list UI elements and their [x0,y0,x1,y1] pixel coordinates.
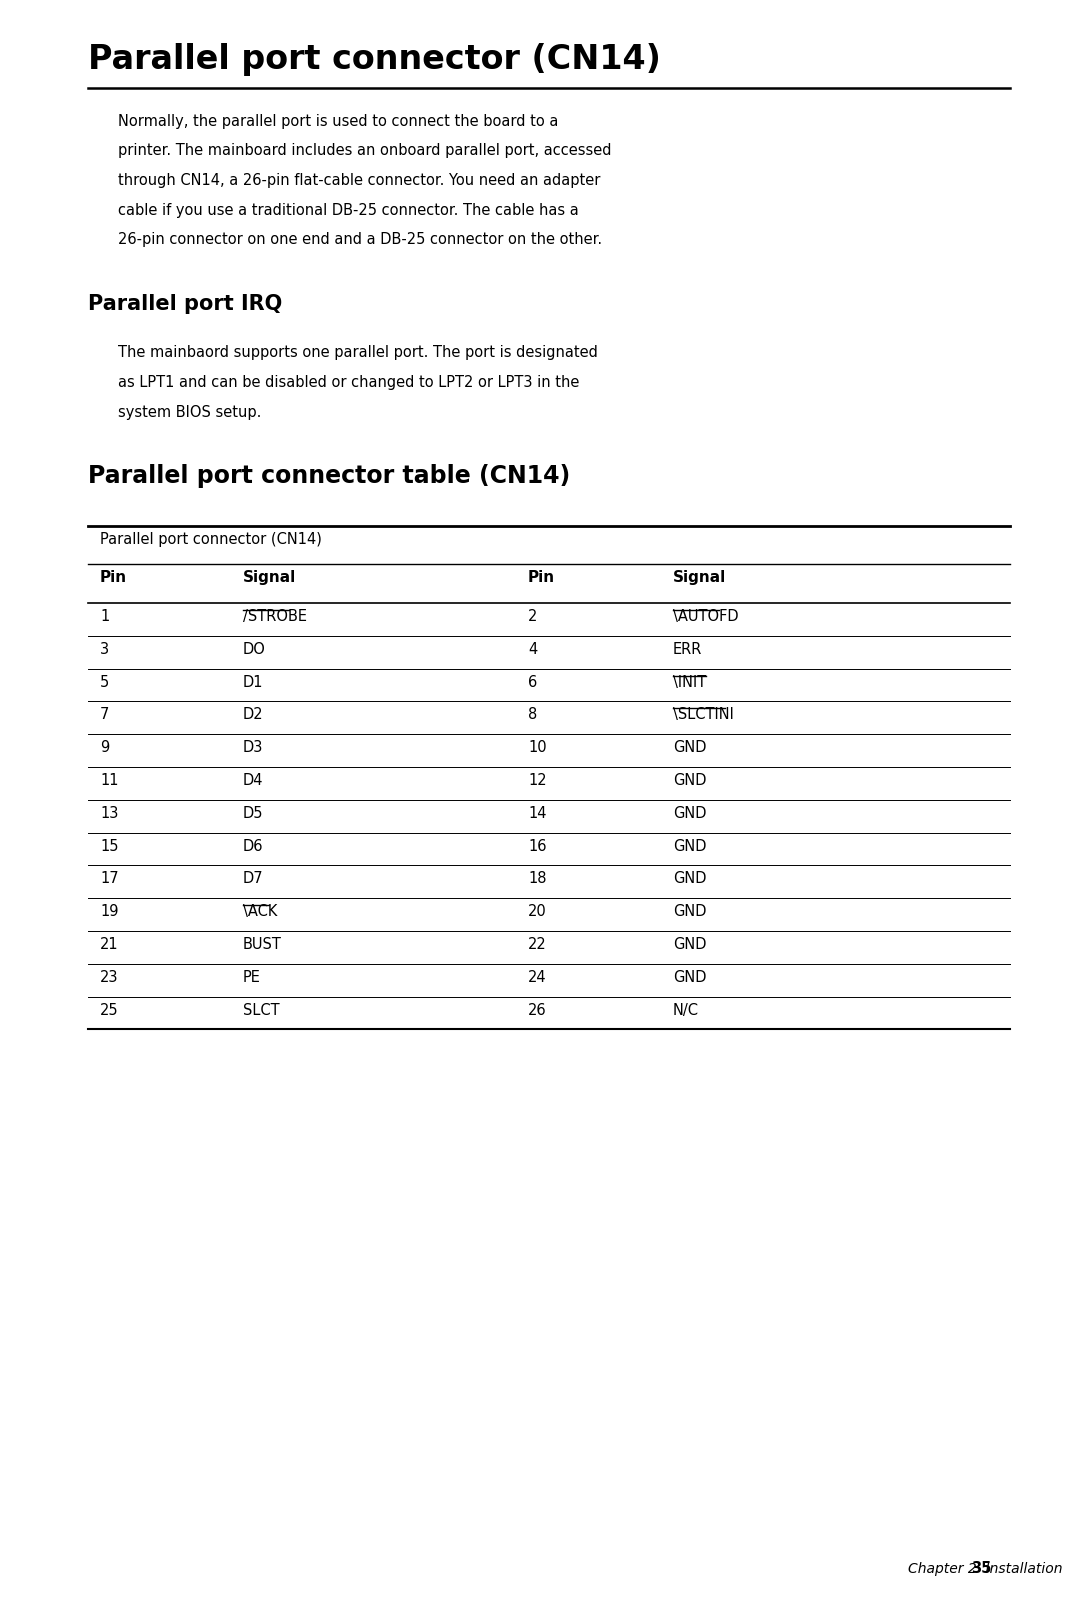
Text: 19: 19 [100,904,119,919]
Text: Parallel port IRQ: Parallel port IRQ [87,293,282,314]
Text: 1: 1 [100,608,109,625]
Text: ERR: ERR [673,642,702,657]
Text: 9: 9 [100,739,109,756]
Text: Signal: Signal [243,570,296,586]
Text: 12: 12 [528,773,546,788]
Text: 20: 20 [528,904,546,919]
Text: GND: GND [673,806,706,820]
Text: D7: D7 [243,872,264,887]
Text: GND: GND [673,904,706,919]
Text: 26-pin connector on one end and a DB-25 connector on the other.: 26-pin connector on one end and a DB-25 … [118,231,603,248]
Text: 21: 21 [100,937,119,951]
Text: 4: 4 [528,642,537,657]
Text: 17: 17 [100,872,119,887]
Text: 14: 14 [528,806,546,820]
Text: Pin: Pin [100,570,127,586]
Text: Parallel port connector (CN14): Parallel port connector (CN14) [87,44,661,76]
Text: 18: 18 [528,872,546,887]
Text: D2: D2 [243,707,264,722]
Text: Pin: Pin [528,570,555,586]
Text: D1: D1 [243,675,264,689]
Text: 6: 6 [528,675,537,689]
Text: 7: 7 [100,707,109,722]
Text: GND: GND [673,739,706,756]
Text: 2: 2 [528,608,538,625]
Text: 13: 13 [100,806,119,820]
Text: BUST: BUST [243,937,282,951]
Text: printer. The mainboard includes an onboard parallel port, accessed: printer. The mainboard includes an onboa… [118,144,611,159]
Text: 8: 8 [528,707,537,722]
Text: D3: D3 [243,739,264,756]
Text: GND: GND [673,969,706,985]
Text: 5: 5 [100,675,109,689]
Text: \SLCTINI: \SLCTINI [673,707,734,722]
Text: GND: GND [673,937,706,951]
Text: Chapter 2  Installation: Chapter 2 Installation [908,1561,1063,1576]
Text: D4: D4 [243,773,264,788]
Text: N/C: N/C [673,1003,699,1018]
Text: /STROBE: /STROBE [243,608,307,625]
Text: \INIT: \INIT [673,675,706,689]
Text: GND: GND [673,773,706,788]
Text: Parallel port connector (CN14): Parallel port connector (CN14) [100,532,322,547]
Text: Signal: Signal [673,570,726,586]
Text: PE: PE [243,969,261,985]
Text: The mainbaord supports one parallel port. The port is designated: The mainbaord supports one parallel port… [118,346,598,361]
Text: \ACK: \ACK [243,904,278,919]
Text: 23: 23 [100,969,119,985]
Text: 11: 11 [100,773,119,788]
Text: 25: 25 [100,1003,119,1018]
Text: 16: 16 [528,838,546,854]
Text: DO: DO [243,642,266,657]
Text: GND: GND [673,838,706,854]
Text: 15: 15 [100,838,119,854]
Text: system BIOS setup.: system BIOS setup. [118,404,261,419]
Text: cable if you use a traditional DB-25 connector. The cable has a: cable if you use a traditional DB-25 con… [118,202,579,217]
Text: GND: GND [673,872,706,887]
Text: 22: 22 [528,937,546,951]
Text: SLCT: SLCT [243,1003,280,1018]
Text: as LPT1 and can be disabled or changed to LPT2 or LPT3 in the: as LPT1 and can be disabled or changed t… [118,375,579,390]
Text: Normally, the parallel port is used to connect the board to a: Normally, the parallel port is used to c… [118,113,558,129]
Text: 35: 35 [971,1561,991,1576]
Text: \AUTOFD: \AUTOFD [673,608,739,625]
Text: D5: D5 [243,806,264,820]
Text: through CN14, a 26-pin flat-cable connector. You need an adapter: through CN14, a 26-pin flat-cable connec… [118,173,600,188]
Text: Parallel port connector table (CN14): Parallel port connector table (CN14) [87,464,570,489]
Text: 24: 24 [528,969,546,985]
Text: 3: 3 [100,642,109,657]
Text: 10: 10 [528,739,546,756]
Text: 26: 26 [528,1003,546,1018]
Text: D6: D6 [243,838,264,854]
